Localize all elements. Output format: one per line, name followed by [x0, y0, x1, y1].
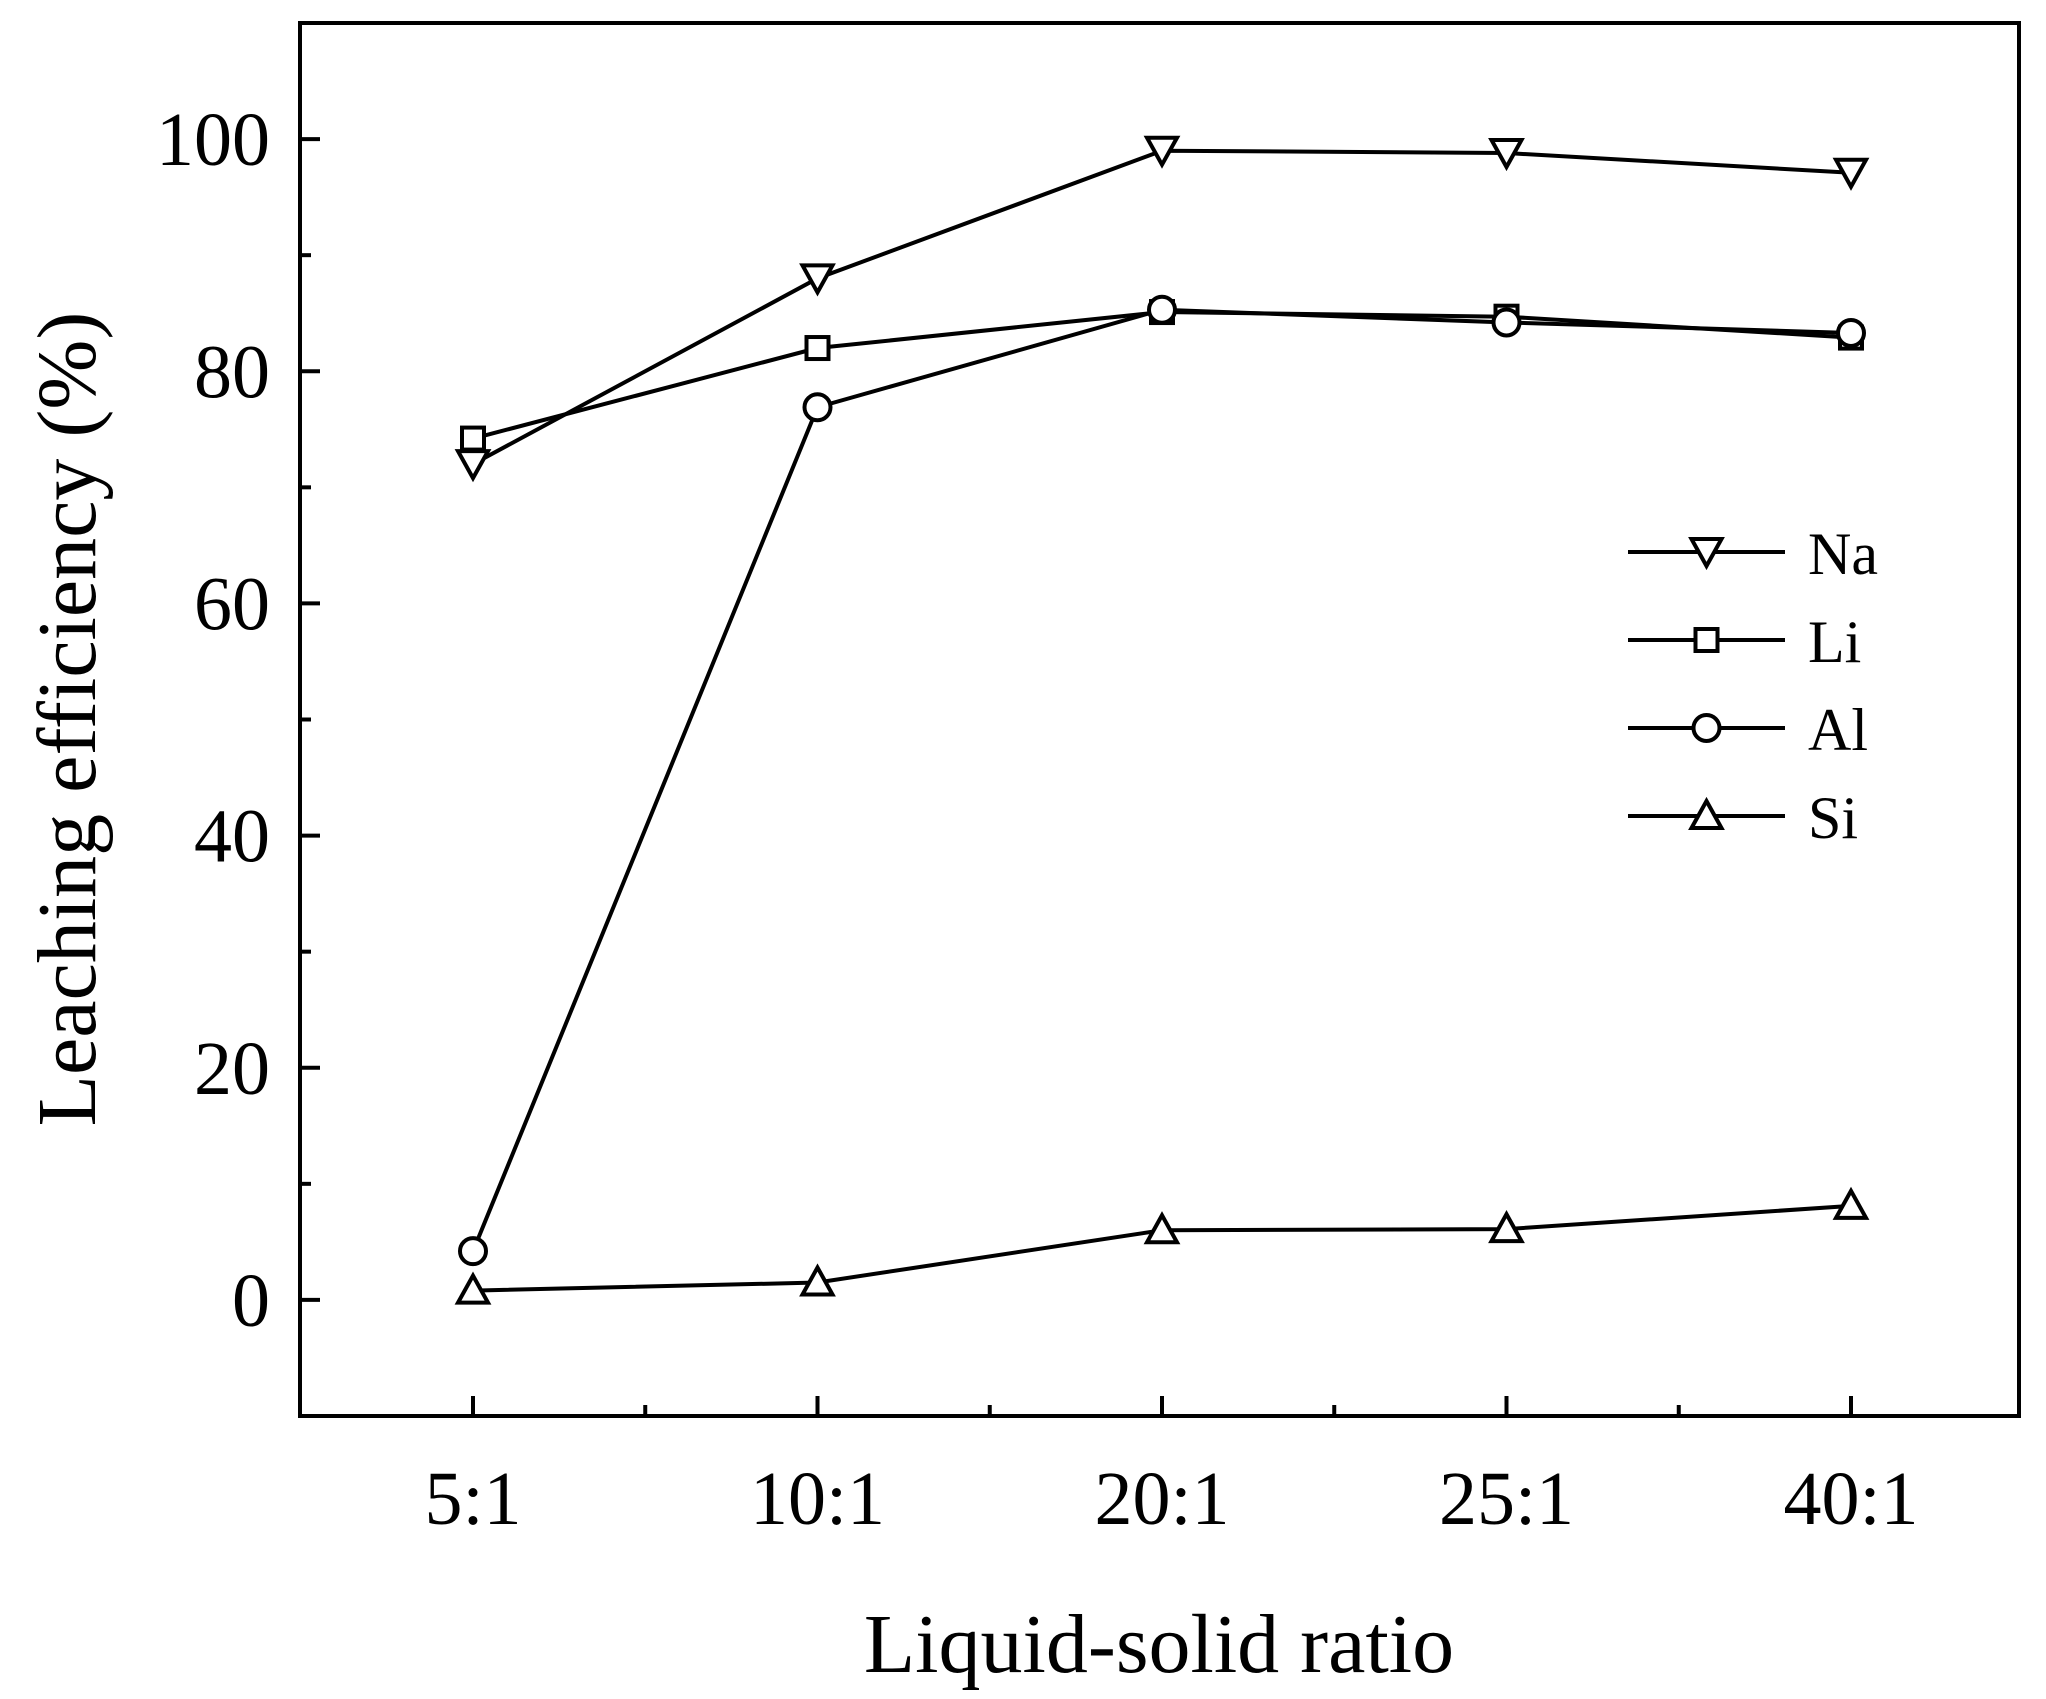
legend-label-na: Na [1808, 521, 1878, 587]
point-si-5-1 [454, 1271, 492, 1305]
legend-item-na: Na [1628, 521, 1878, 587]
x-tick-label-25-1: 25:1 [1439, 1457, 1574, 1541]
point-na-5-1 [454, 449, 492, 483]
point-si-10-1 [799, 1263, 836, 1297]
series-line-al [471, 307, 1852, 1252]
point-al-40-1 [1836, 317, 1866, 348]
plot-frame [298, 21, 2021, 1418]
legend-marker-al [1691, 713, 1722, 743]
y-tick-label-60: 60 [194, 562, 270, 646]
point-si-20-1 [1143, 1211, 1181, 1245]
x-tick-label-10-1: 10:1 [750, 1457, 885, 1541]
legend-item-si: Si [1628, 785, 1858, 851]
legend-marker-li [1693, 627, 1720, 653]
y-axis-ticks: 0 20 40 60 80 100 [156, 21, 320, 1418]
point-al-20-1 [1147, 294, 1177, 325]
point-na-10-1 [799, 263, 836, 297]
legend-marker-si [1688, 796, 1725, 830]
y-tick-label-20: 20 [194, 1027, 270, 1111]
point-si-25-1 [1488, 1209, 1525, 1244]
x-axis-ticks: 5:1 10:1 20:1 25:1 40:1 [424, 1396, 1919, 1541]
point-al-5-1 [458, 1236, 488, 1267]
point-al-10-1 [802, 392, 833, 423]
y-tick-label-40: 40 [194, 795, 270, 879]
legend-marker-na [1688, 537, 1725, 571]
legend-item-li: Li [1628, 609, 1861, 675]
point-na-25-1 [1488, 138, 1525, 172]
series-si [454, 1186, 1870, 1305]
legend-label-li: Li [1808, 609, 1861, 675]
y-axis-title: Leaching efficiency (%) [21, 312, 114, 1127]
x-axis-title: Liquid-solid ratio [864, 1598, 1454, 1691]
x-tick-label-5-1: 5:1 [424, 1457, 521, 1541]
point-na-40-1 [1832, 157, 1870, 191]
point-li-10-1 [804, 335, 831, 362]
x-tick-label-40-1: 40:1 [1783, 1457, 1918, 1541]
x-tick-label-20-1: 20:1 [1094, 1457, 1229, 1541]
point-al-25-1 [1491, 307, 1522, 338]
series-na [454, 135, 1870, 483]
y-tick-label-100: 100 [156, 98, 270, 182]
y-tick-label-0: 0 [232, 1259, 270, 1343]
series-al [458, 294, 1866, 1267]
legend-label-si: Si [1808, 785, 1858, 851]
series-layer [454, 135, 1870, 1305]
legend-label-al: Al [1808, 697, 1868, 763]
y-tick-label-80: 80 [194, 330, 270, 414]
point-li-5-1 [460, 425, 486, 452]
point-na-20-1 [1143, 135, 1181, 169]
point-si-40-1 [1832, 1186, 1870, 1220]
legend-item-al: Al [1628, 697, 1868, 763]
series-line-li [472, 310, 1852, 441]
legend: Na Li Al Si [1628, 521, 1878, 851]
